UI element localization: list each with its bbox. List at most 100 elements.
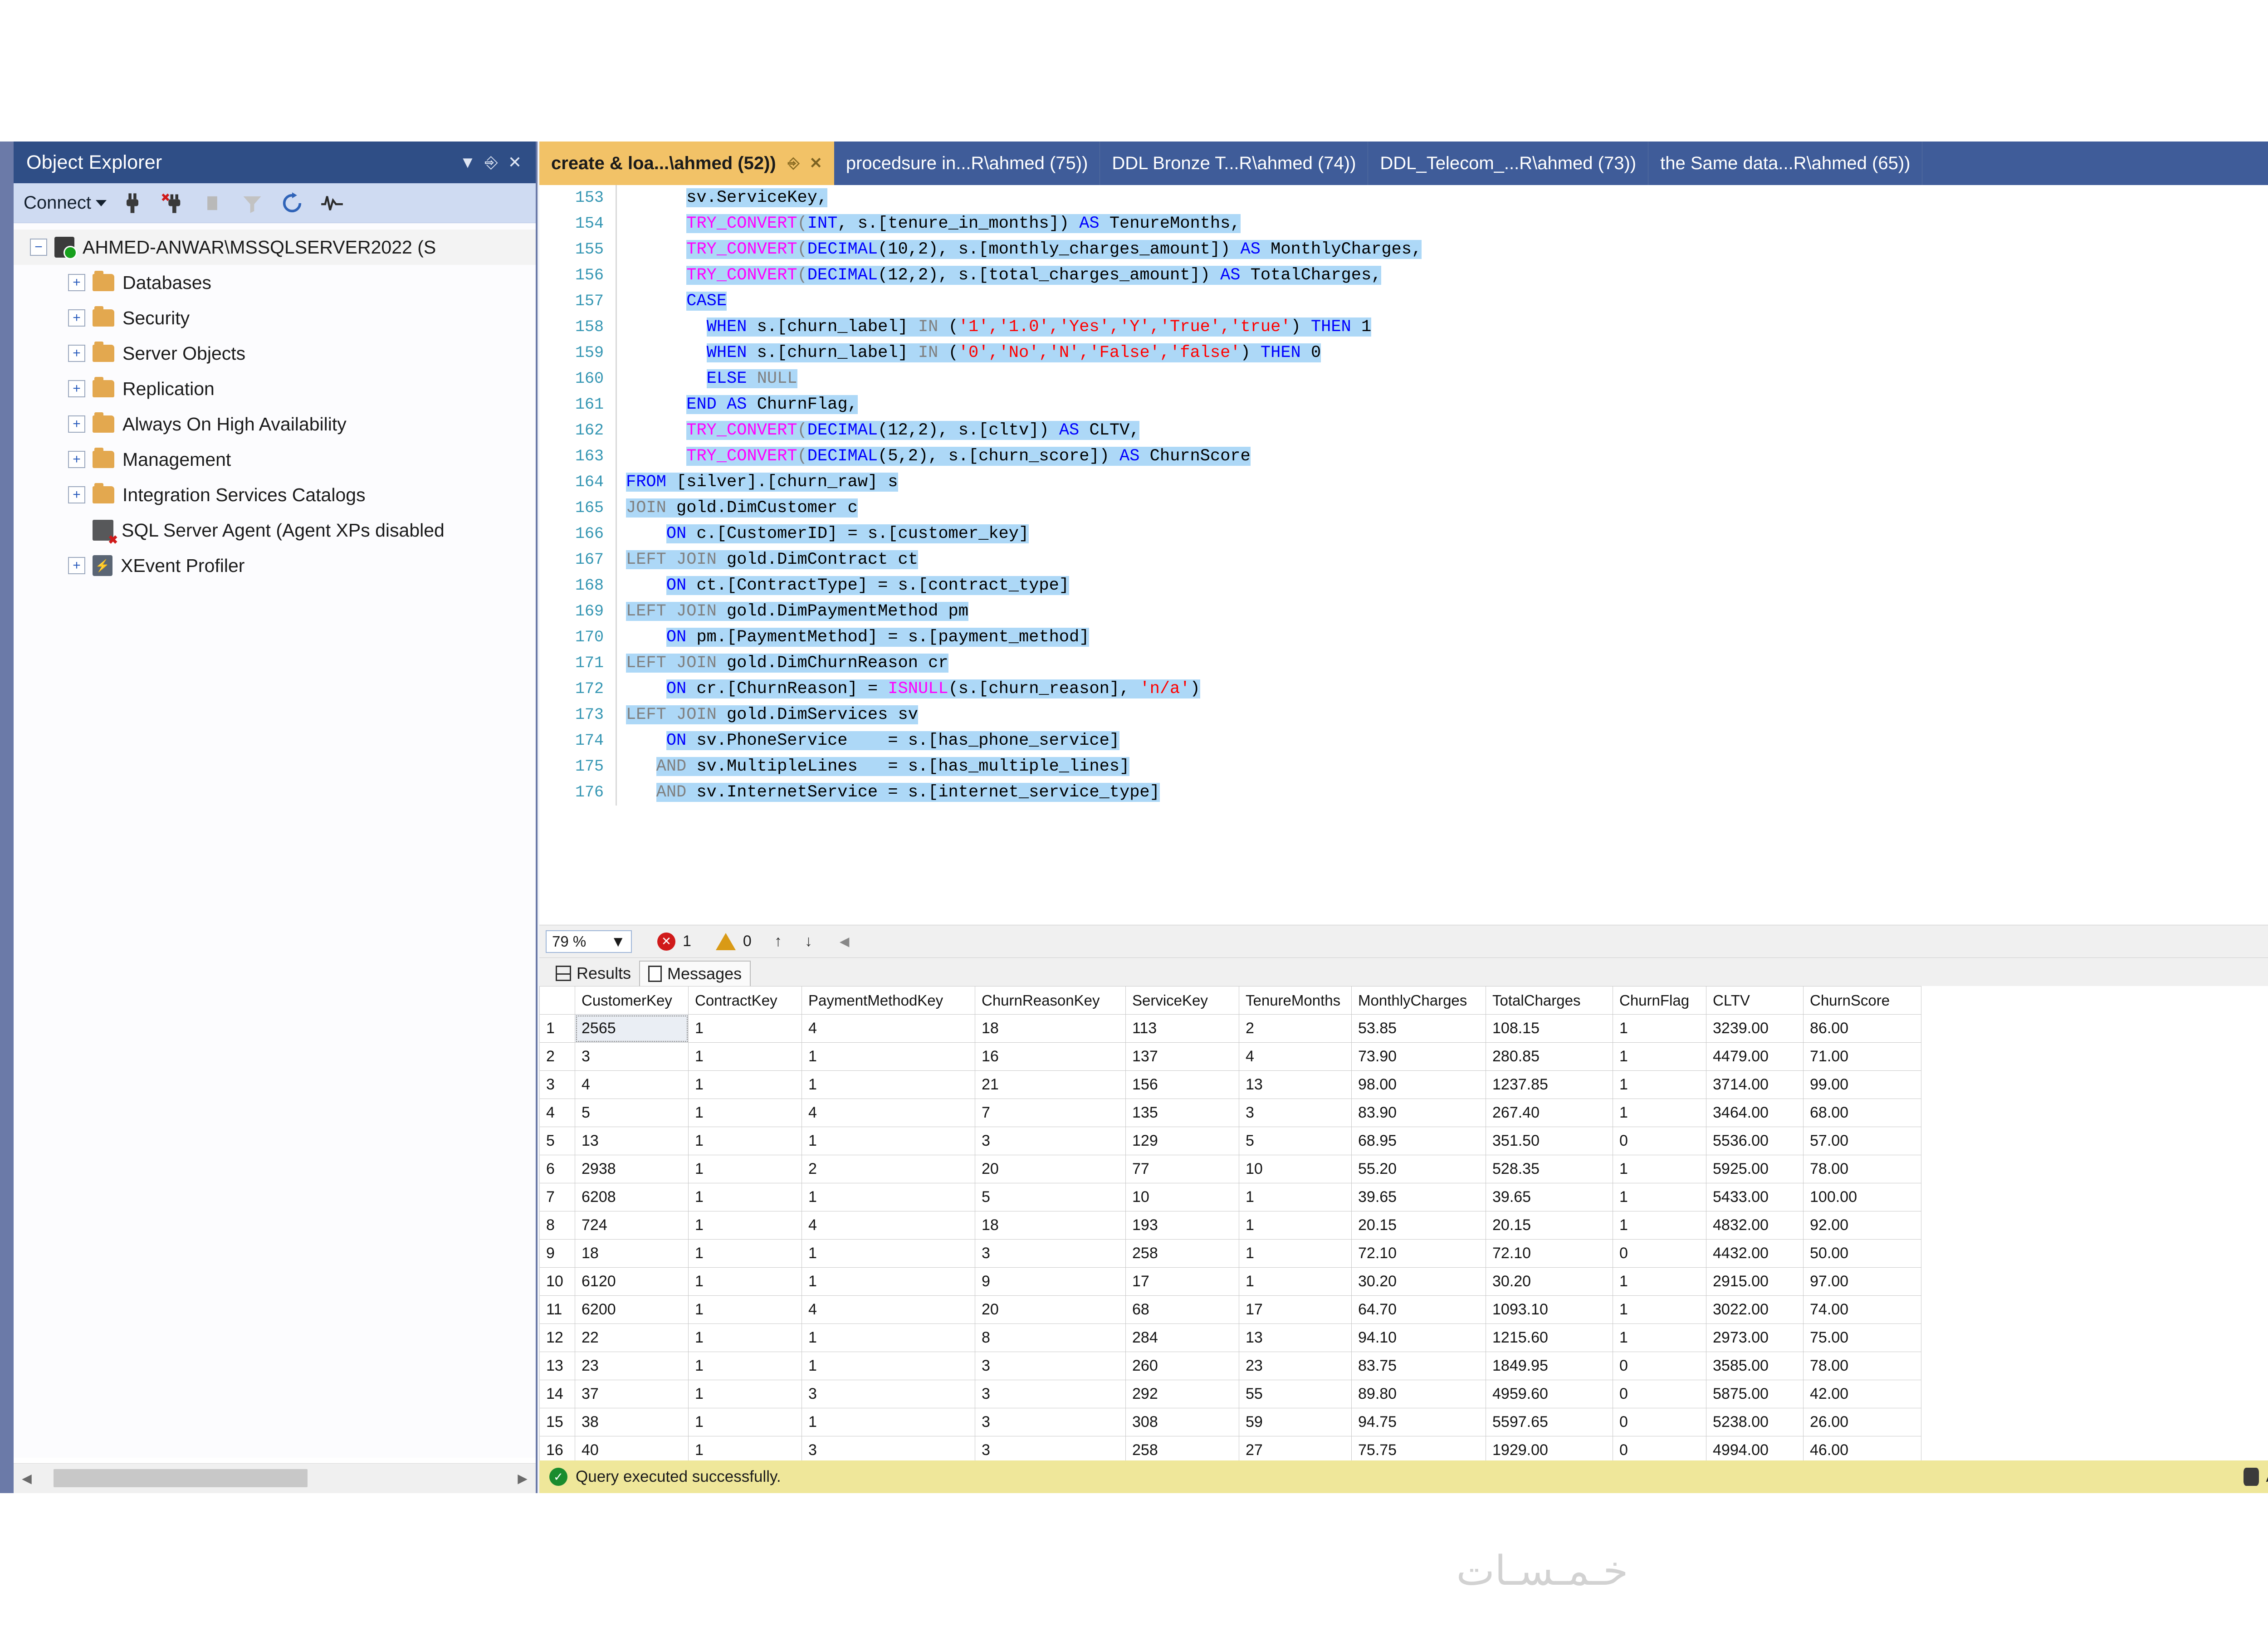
table-row[interactable]: 8 724 1 4 18 193 1 20.15 20.15 1 4832.00 92.00	[539, 1211, 1921, 1240]
table-cell[interactable]: 4	[802, 1099, 975, 1127]
table-cell[interactable]: 156	[1125, 1070, 1239, 1099]
table-cell[interactable]: 100.00	[1803, 1183, 1921, 1211]
code-line[interactable]: 157 CASE	[539, 288, 2268, 314]
table-cell[interactable]: 3	[975, 1436, 1126, 1460]
table-cell[interactable]: 39.65	[1351, 1183, 1486, 1211]
code-line[interactable]: 174 ON sv.PhoneService = s.[has_phone_se…	[539, 728, 2268, 754]
table-cell[interactable]: 8	[975, 1323, 1126, 1352]
table-cell[interactable]: 4	[802, 1014, 975, 1043]
code-line[interactable]: 163 TRY_CONVERT(DECIMAL(5,2), s.[churn_s…	[539, 444, 2268, 469]
tree-item-replication[interactable]: + Replication	[14, 371, 536, 406]
row-number-cell[interactable]: 4	[539, 1099, 575, 1127]
code-line[interactable]: 165 JOIN gold.DimCustomer c	[539, 495, 2268, 521]
expand-icon[interactable]: +	[68, 415, 85, 433]
table-row[interactable]: 12 22 1 1 8 284 13 94.10 1215.60 1 2973.00 75.00	[539, 1323, 1921, 1352]
table-cell[interactable]: 86.00	[1803, 1014, 1921, 1043]
row-number-cell[interactable]: 9	[539, 1239, 575, 1268]
table-cell[interactable]: 1	[688, 1127, 802, 1155]
table-cell[interactable]: 59	[1239, 1408, 1352, 1436]
table-cell[interactable]: 3	[975, 1408, 1126, 1436]
table-cell[interactable]: 1	[688, 1042, 802, 1071]
table-cell[interactable]: 1	[688, 1183, 802, 1211]
table-cell[interactable]: 6120	[575, 1267, 689, 1296]
table-cell[interactable]: 267.40	[1486, 1099, 1613, 1127]
table-cell[interactable]: 2938	[575, 1155, 689, 1183]
table-cell[interactable]: 3	[1239, 1099, 1352, 1127]
table-row[interactable]: 5 13 1 1 3 129 5 68.95 351.50 0 5536.00 57.00	[539, 1127, 1921, 1155]
table-cell[interactable]: 1	[688, 1211, 802, 1240]
table-cell[interactable]: 1	[688, 1380, 802, 1408]
table-cell[interactable]: 3	[975, 1380, 1126, 1408]
table-cell[interactable]: 89.80	[1351, 1380, 1486, 1408]
table-cell[interactable]: 26.00	[1803, 1408, 1921, 1436]
table-row[interactable]: 3 4 1 1 21 156 13 98.00 1237.85 1 3714.00 99.00	[539, 1070, 1921, 1099]
filter-icon[interactable]	[238, 189, 266, 217]
tab-ddl-telecom[interactable]: DDL_Telecom_...R\ahmed (73))	[1368, 142, 1649, 185]
row-number-cell[interactable]: 12	[539, 1323, 575, 1352]
table-cell[interactable]: 40	[575, 1436, 689, 1460]
collapse-icon[interactable]: −	[30, 239, 47, 256]
table-cell[interactable]: 13	[1239, 1323, 1352, 1352]
code-line[interactable]: 164 FROM [silver].[churn_raw] s	[539, 469, 2268, 495]
table-cell[interactable]: 1215.60	[1486, 1323, 1613, 1352]
tab-create-load[interactable]: create & loa...\ahmed (52)) ⎆ ✕	[539, 142, 834, 185]
tree-item-integration-services-catalogs[interactable]: + Integration Services Catalogs	[14, 477, 536, 513]
table-cell[interactable]: 53.85	[1351, 1014, 1486, 1043]
prev-error-icon[interactable]: ↑	[774, 933, 782, 950]
tab-messages[interactable]: Messages	[639, 961, 751, 986]
table-cell[interactable]: 23	[1239, 1352, 1352, 1380]
table-cell[interactable]: 17	[1239, 1295, 1352, 1324]
table-cell[interactable]: 20.15	[1351, 1211, 1486, 1240]
table-cell[interactable]: 97.00	[1803, 1267, 1921, 1296]
table-row[interactable]: 7 6208 1 1 5 10 1 39.65 39.65 1 5433.00 100.00	[539, 1183, 1921, 1211]
code-line[interactable]: 166 ON c.[CustomerID] = s.[customer_key]	[539, 521, 2268, 547]
table-cell[interactable]: 1	[688, 1352, 802, 1380]
table-cell[interactable]: 1	[802, 1323, 975, 1352]
table-row[interactable]: 4 5 1 4 7 135 3 83.90 267.40 1 3464.00 68.00	[539, 1099, 1921, 1127]
table-row[interactable]: 16 40 1 3 3 258 27 75.75 1929.00 0 4994.00 46.00	[539, 1436, 1921, 1460]
table-row[interactable]: 14 37 1 3 3 292 55 89.80 4959.60 0 5875.00 42.00	[539, 1380, 1921, 1408]
table-cell[interactable]: 98.00	[1351, 1070, 1486, 1099]
tab-ddl-bronze[interactable]: DDL Bronze T...R\ahmed (74))	[1100, 142, 1369, 185]
table-cell[interactable]: 284	[1125, 1323, 1239, 1352]
table-cell[interactable]: 50.00	[1803, 1239, 1921, 1268]
row-number-cell[interactable]: 5	[539, 1127, 575, 1155]
table-cell[interactable]: 1	[1239, 1267, 1352, 1296]
table-row[interactable]: 13 23 1 1 3 260 23 83.75 1849.95 0 3585.00 78.00	[539, 1352, 1921, 1380]
table-cell[interactable]: 4	[575, 1070, 689, 1099]
table-cell[interactable]: 4	[802, 1211, 975, 1240]
tree-item-always-on-high-availability[interactable]: + Always On High Availability	[14, 406, 536, 442]
table-cell[interactable]: 73.90	[1351, 1042, 1486, 1071]
table-cell[interactable]: 83.90	[1351, 1099, 1486, 1127]
row-number-cell[interactable]: 14	[539, 1380, 575, 1408]
column-header-customerkey[interactable]: CustomerKey	[575, 986, 689, 1015]
code-line[interactable]: 170 ON pm.[PaymentMethod] = s.[payment_m…	[539, 625, 2268, 650]
table-cell[interactable]: 1	[688, 1239, 802, 1268]
table-cell[interactable]: 4832.00	[1706, 1211, 1804, 1240]
table-cell[interactable]: 1	[688, 1436, 802, 1460]
table-cell[interactable]: 3714.00	[1706, 1070, 1804, 1099]
table-cell[interactable]: 18	[975, 1014, 1126, 1043]
table-cell[interactable]: 1	[1613, 1042, 1706, 1071]
expand-icon[interactable]: +	[68, 557, 85, 574]
table-row[interactable]: 1 2565 1 4 18 113 2 53.85 108.15 1 3239.00 86.00	[539, 1014, 1921, 1043]
row-number-cell[interactable]: 7	[539, 1183, 575, 1211]
table-cell[interactable]: 1	[1613, 1070, 1706, 1099]
table-cell[interactable]: 37	[575, 1380, 689, 1408]
expand-icon[interactable]: +	[68, 274, 85, 291]
results-grid-body[interactable]: 1 2565 1 4 18 113 2 53.85 108.15 1 3239.00 86.00 2 3 1…	[539, 1014, 1921, 1460]
table-cell[interactable]: 3	[975, 1127, 1126, 1155]
table-cell[interactable]: 5536.00	[1706, 1127, 1804, 1155]
code-line[interactable]: 158 WHEN s.[churn_label] IN ('1','1.0','…	[539, 314, 2268, 340]
column-header-churnflag[interactable]: ChurnFlag	[1613, 986, 1706, 1015]
table-cell[interactable]: 1	[688, 1099, 802, 1127]
table-cell[interactable]: 108.15	[1486, 1014, 1613, 1043]
table-cell[interactable]: 78.00	[1803, 1155, 1921, 1183]
table-cell[interactable]: 3	[802, 1380, 975, 1408]
table-cell[interactable]: 1	[802, 1352, 975, 1380]
refresh-icon[interactable]	[278, 189, 306, 217]
column-header-cltv[interactable]: CLTV	[1706, 986, 1804, 1015]
table-cell[interactable]: 1	[1613, 1295, 1706, 1324]
table-cell[interactable]: 1929.00	[1486, 1436, 1613, 1460]
table-cell[interactable]: 2915.00	[1706, 1267, 1804, 1296]
